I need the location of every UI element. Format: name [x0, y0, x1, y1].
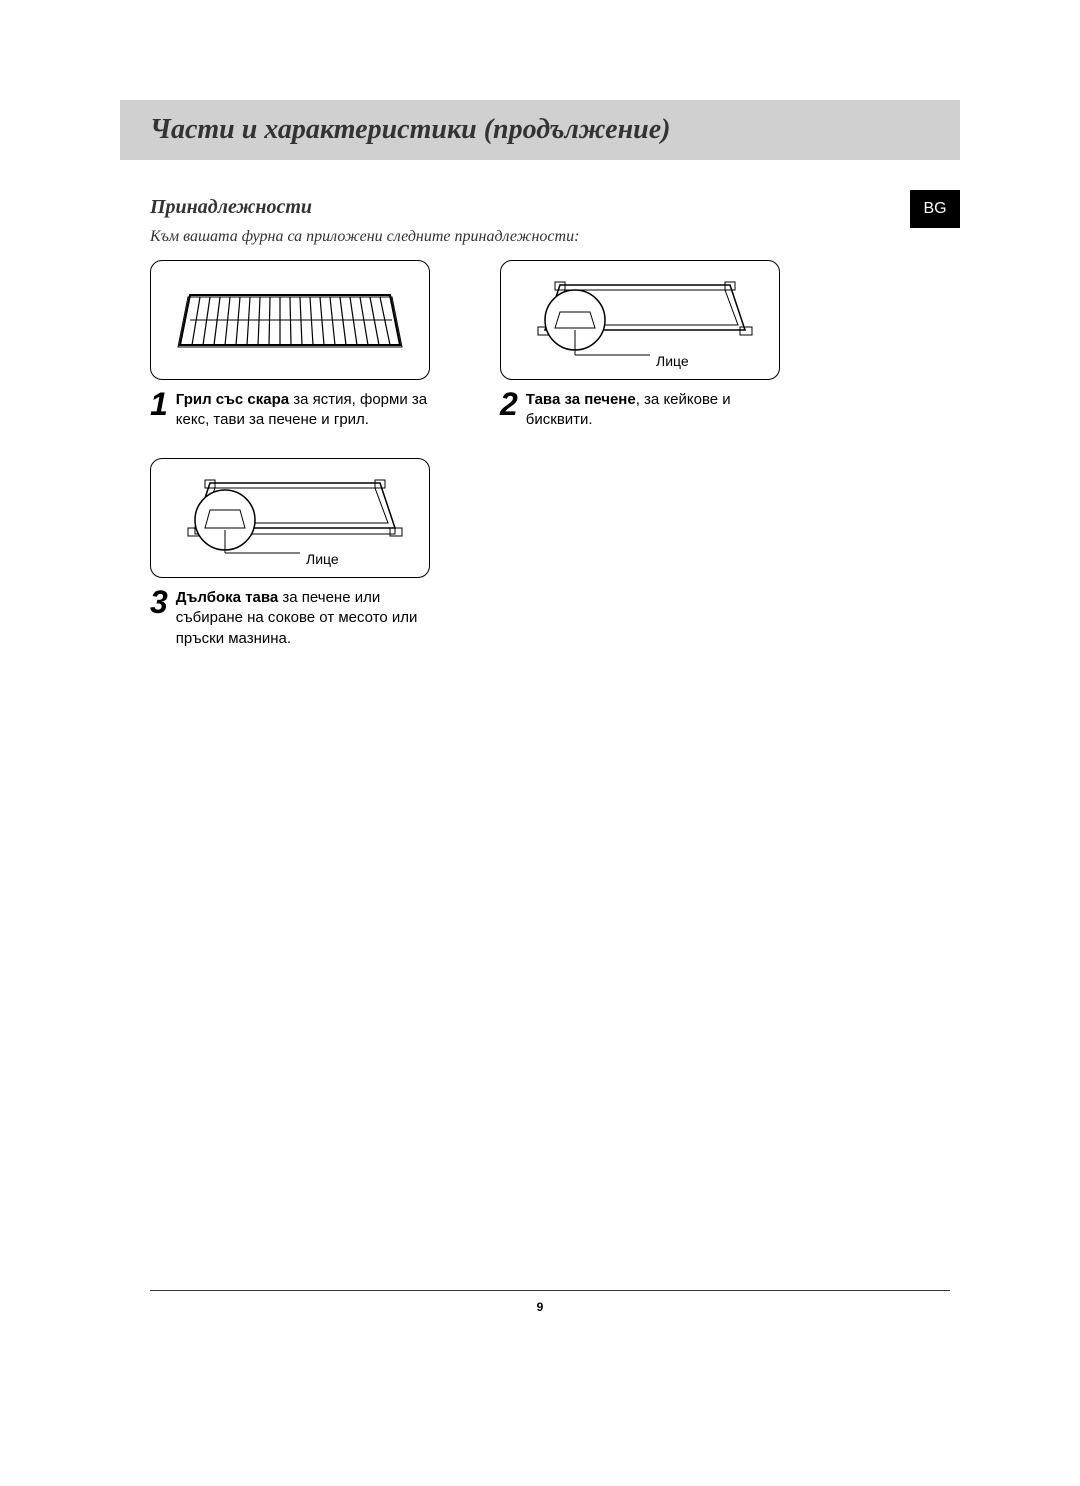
item-bold: Грил със скара	[176, 391, 289, 408]
illustration-box: Лице	[500, 260, 780, 380]
illustration-box: Лице	[150, 458, 430, 578]
item-text: Грил със скара за ястия, форми за кекс, …	[176, 388, 450, 431]
footer-divider	[150, 1290, 950, 1291]
page-number: 9	[0, 1300, 1080, 1314]
grill-rack-icon	[170, 275, 410, 365]
accessory-item: Лице 3 Дълбока тава за печене или събира…	[150, 458, 450, 649]
item-bold: Тава за печене	[526, 391, 636, 408]
intro-text: Към вашата фурна са приложени следните п…	[150, 228, 579, 246]
deep-tray-icon	[170, 468, 410, 568]
item-text: Тава за печене, за кейкове и бисквити.	[526, 388, 800, 431]
baking-tray-icon	[520, 270, 760, 370]
caption: 1 Грил със скара за ястия, форми за кекс…	[150, 388, 450, 431]
section-subtitle: Принадлежности	[150, 196, 312, 219]
face-label: Лице	[656, 353, 689, 369]
accessory-item: Лице 2 Тава за печене, за кейкове и биск…	[500, 260, 800, 431]
item-number: 2	[500, 388, 518, 420]
header-band: Части и характеристики (продължение)	[120, 100, 960, 160]
face-label: Лице	[306, 551, 339, 567]
language-badge: BG	[910, 190, 960, 228]
caption: 2 Тава за печене, за кейкове и бисквити.	[500, 388, 800, 431]
illustration-box	[150, 260, 430, 380]
item-bold: Дълбока тава	[176, 589, 278, 606]
page-title: Части и характеристики (продължение)	[150, 114, 670, 146]
caption: 3 Дълбока тава за печене или събиране на…	[150, 586, 450, 649]
item-number: 3	[150, 586, 168, 618]
item-number: 1	[150, 388, 168, 420]
accessory-item: 1 Грил със скара за ястия, форми за кекс…	[150, 260, 450, 431]
item-text: Дълбока тава за печене или събиране на с…	[176, 586, 450, 649]
